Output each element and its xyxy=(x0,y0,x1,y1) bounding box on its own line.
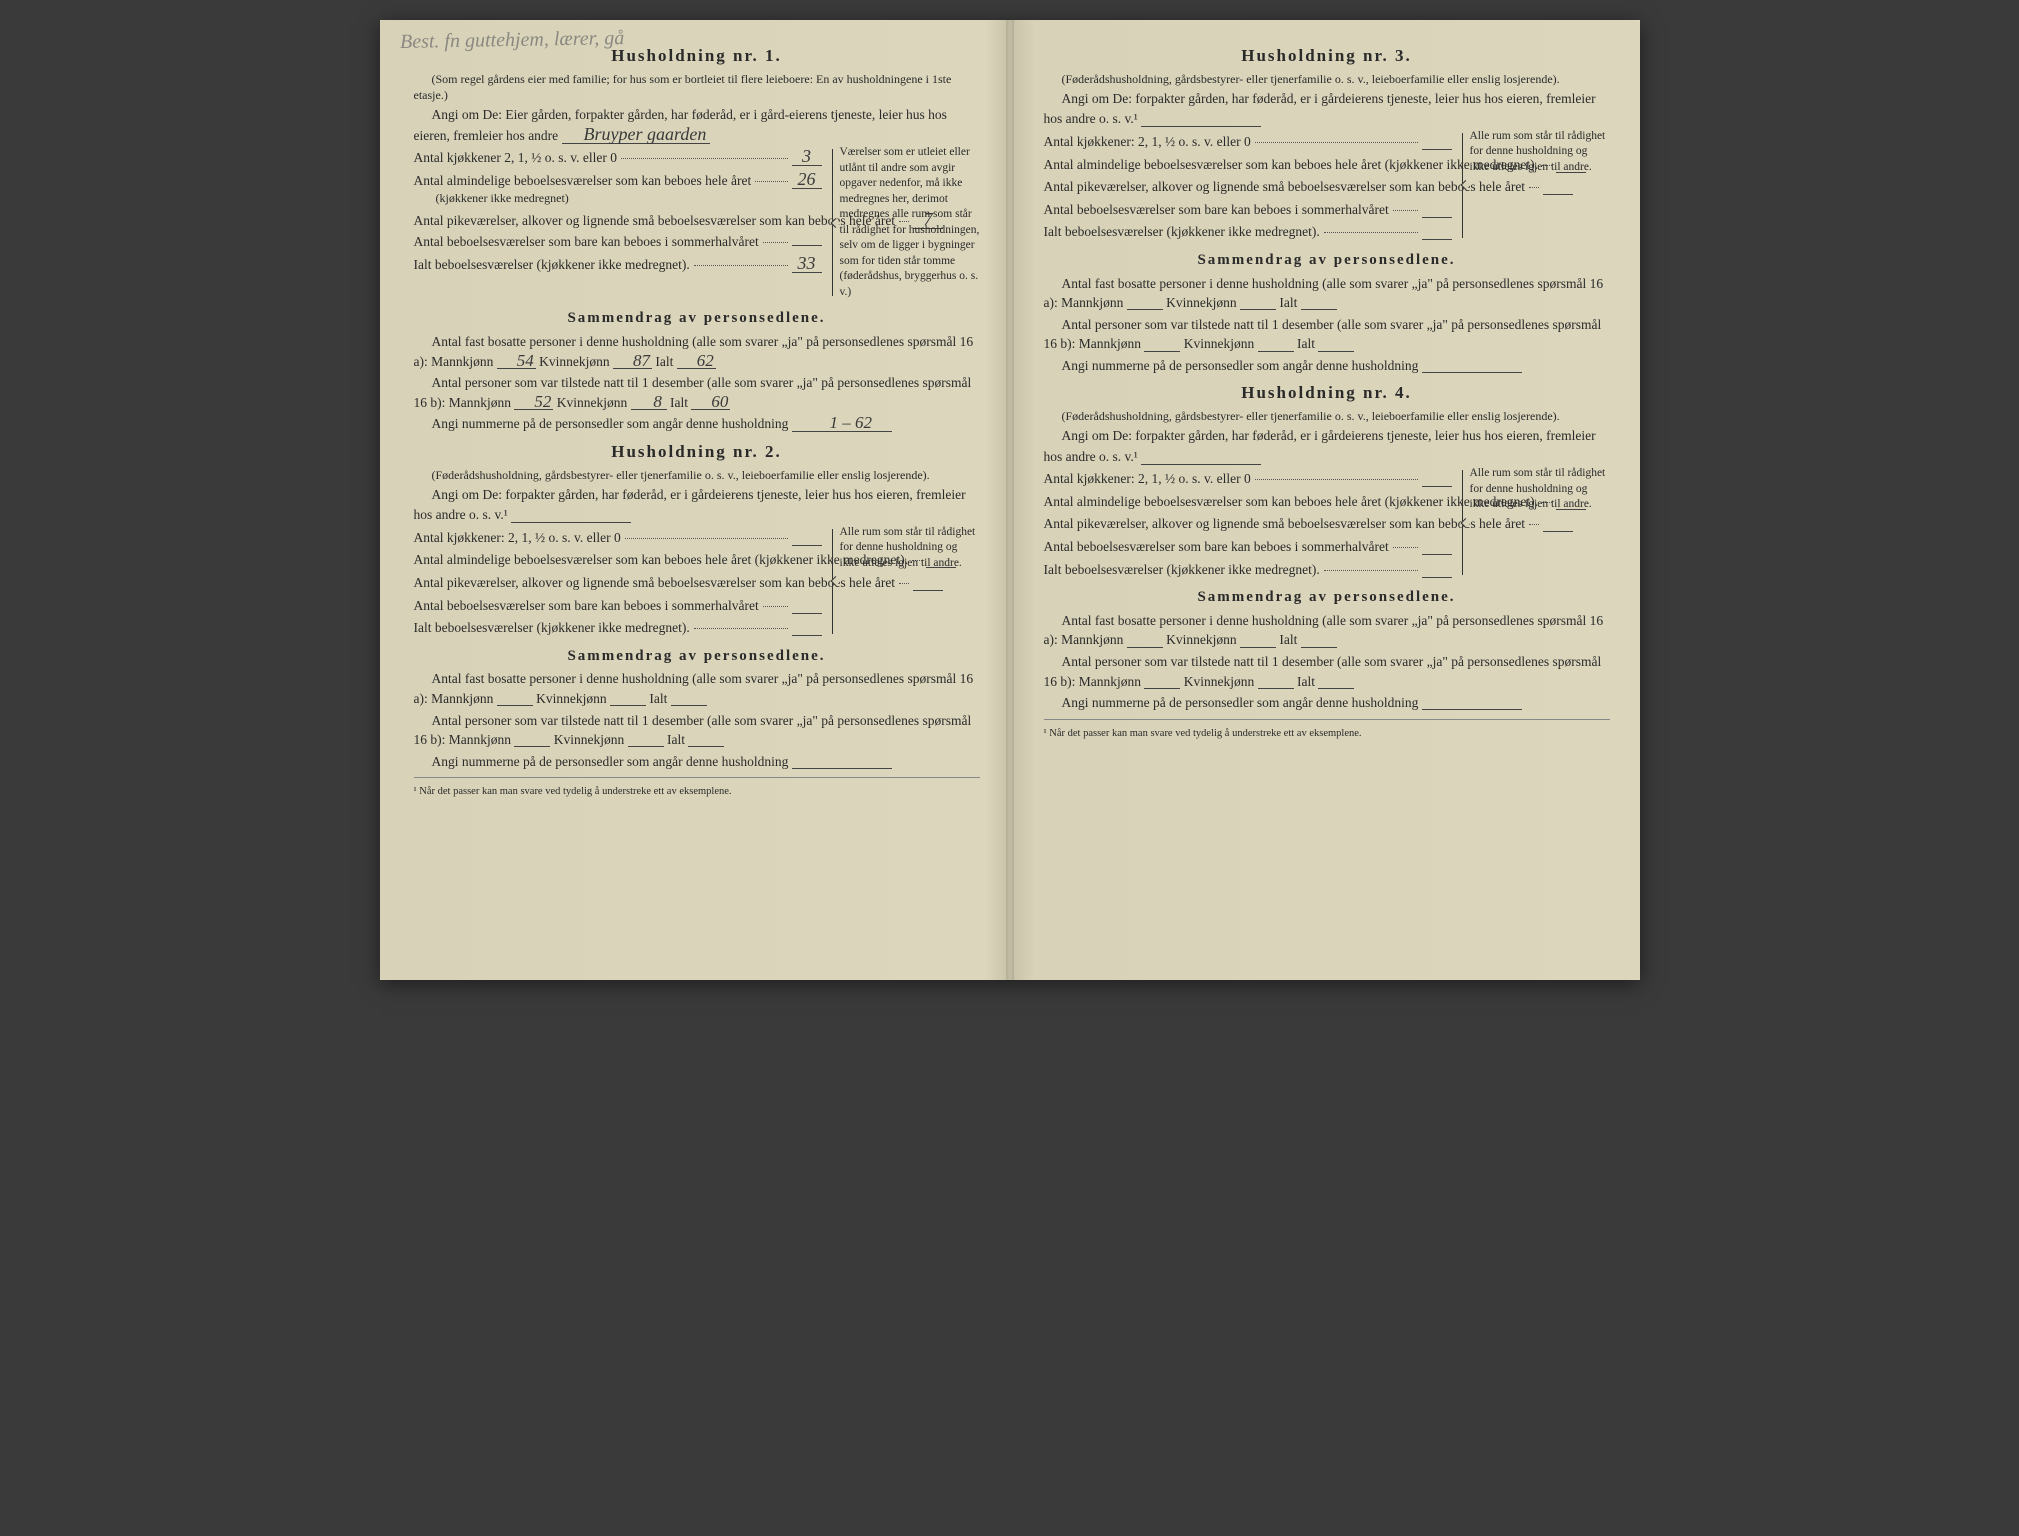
household-2: Husholdning nr. 2. (Føderådshusholdning,… xyxy=(414,440,980,800)
footnote-right: ¹ Når det passer kan man svare ved tydel… xyxy=(1044,726,1610,741)
handwritten-note: Best. fn guttehjem, lærer, gå xyxy=(399,24,624,57)
row-pike-3: Antal pikeværelser, alkover og lignende … xyxy=(1044,176,1452,197)
row-kjokkener-4: Antal kjøkkener: 2, 1, ½ o. s. v. eller … xyxy=(1044,468,1452,489)
mk-a-1: 54 xyxy=(497,353,536,369)
sommer-value-1 xyxy=(792,245,822,246)
summary-16a-3: Antal fast bosatte personer i denne hush… xyxy=(1044,274,1610,313)
household-2-angi: Angi om De: forpakter gården, har føderå… xyxy=(414,485,980,525)
row-alm-4: Antal almindelige beboelsesværelser som … xyxy=(1044,491,1452,512)
alm-value-1: 26 xyxy=(792,170,822,189)
summary-title-1: Sammendrag av personsedlene. xyxy=(414,308,980,330)
sidebar-1: Værelser som er utleiet eller utlånt til… xyxy=(830,145,980,300)
sidebar-4: Alle rum som står til rådighet for denne… xyxy=(1460,466,1610,579)
row-alm-2: Antal almindelige beboelsesværelser som … xyxy=(414,549,822,570)
ialt-b-1: 60 xyxy=(691,394,730,410)
left-page: Best. fn guttehjem, lærer, gå Husholdnin… xyxy=(380,20,1010,980)
row-pike-2: Antal pikeværelser, alkover og lignende … xyxy=(414,572,822,593)
summary-title-2: Sammendrag av personsedlene. xyxy=(414,646,980,668)
row-ialt-3: Ialt beboelsesværelser (kjøkkener ikke m… xyxy=(1044,221,1452,242)
row-sommer-1: Antal beboelsesværelser som bare kan beb… xyxy=(414,232,822,252)
household-4-title: Husholdning nr. 4. xyxy=(1044,381,1610,406)
summary-16b-3: Antal personer som var tilstede natt til… xyxy=(1044,315,1610,354)
household-4-rows: Antal kjøkkener: 2, 1, ½ o. s. v. eller … xyxy=(1044,466,1610,579)
angi-value-1: Bruyper gaarden xyxy=(562,125,711,144)
summary-16a-4: Antal fast bosatte personer i denne hush… xyxy=(1044,611,1610,650)
summary-title-4: Sammendrag av personsedlene. xyxy=(1044,587,1610,609)
household-2-subnote: (Føderådshusholdning, gårdsbestyrer- ell… xyxy=(414,467,980,483)
row-alm-1: Antal almindelige beboelsesværelser som … xyxy=(414,170,822,191)
ialt-a-1: 62 xyxy=(677,353,716,369)
household-3: Husholdning nr. 3. (Føderådshusholdning,… xyxy=(1044,44,1610,375)
summary-16b-2: Antal personer som var tilstede natt til… xyxy=(414,711,980,750)
summary-16a-1: Antal fast bosatte personer i denne hush… xyxy=(414,332,980,371)
household-3-title: Husholdning nr. 3. xyxy=(1044,44,1610,69)
row-sommer-2: Antal beboelsesværelser som bare kan beb… xyxy=(414,595,822,616)
row-ialt-2: Ialt beboelsesværelser (kjøkkener ikke m… xyxy=(414,617,822,638)
kjokkener-value-1: 3 xyxy=(792,147,822,166)
right-page: Husholdning nr. 3. (Føderådshusholdning,… xyxy=(1010,20,1640,980)
household-3-angi: Angi om De: forpakter gården, har føderå… xyxy=(1044,89,1610,129)
kv-a-1: 87 xyxy=(613,353,652,369)
summary-16b-4: Antal personer som var tilstede natt til… xyxy=(1044,652,1610,691)
sidebar-2: Alle rum som står til rådighet for denne… xyxy=(830,525,980,638)
brace-icon xyxy=(828,145,838,300)
brace-icon xyxy=(1458,129,1468,242)
row-ialt-4: Ialt beboelsesværelser (kjøkkener ikke m… xyxy=(1044,559,1452,580)
mk-b-1: 52 xyxy=(514,394,553,410)
brace-icon xyxy=(828,525,838,638)
row-sommer-4: Antal beboelsesværelser som bare kan beb… xyxy=(1044,536,1452,557)
summary-num-2: Angi nummerne på de personsedler som ang… xyxy=(414,752,980,772)
angi-value-3 xyxy=(1141,108,1261,127)
brace-icon xyxy=(1458,466,1468,579)
angi-value-2 xyxy=(511,504,631,523)
row-kjokkener-1: Antal kjøkkener 2, 1, ½ o. s. v. eller 0… xyxy=(414,147,822,168)
row-pike-1: Antal pikeværelser, alkover og lignende … xyxy=(414,210,822,231)
row-ialt-1: Ialt beboelsesværelser (kjøkkener ikke m… xyxy=(414,254,822,275)
household-2-title: Husholdning nr. 2. xyxy=(414,440,980,465)
household-1-subnote: (Som regel gårdens eier med familie; for… xyxy=(414,71,980,103)
census-document: Best. fn guttehjem, lærer, gå Husholdnin… xyxy=(380,20,1640,980)
household-1: Husholdning nr. 1. (Som regel gårdens ei… xyxy=(414,44,980,434)
footnote-left: ¹ Når det passer kan man svare ved tydel… xyxy=(414,784,980,799)
row-sommer-3: Antal beboelsesværelser som bare kan beb… xyxy=(1044,199,1452,220)
summary-num-3: Angi nummerne på de personsedler som ang… xyxy=(1044,356,1610,376)
household-4: Husholdning nr. 4. (Føderådshusholdning,… xyxy=(1044,381,1610,741)
household-2-rows: Antal kjøkkener: 2, 1, ½ o. s. v. eller … xyxy=(414,525,980,638)
summary-num-1: Angi nummerne på de personsedler som ang… xyxy=(414,414,980,434)
summary-title-3: Sammendrag av personsedlene. xyxy=(1044,250,1610,272)
sidebar-3: Alle rum som står til rådighet for denne… xyxy=(1460,129,1610,242)
divider xyxy=(414,777,980,778)
angi-value-4 xyxy=(1141,446,1261,465)
household-4-subnote: (Føderådshusholdning, gårdsbestyrer- ell… xyxy=(1044,408,1610,424)
row-alm-3: Antal almindelige beboelsesværelser som … xyxy=(1044,154,1452,175)
divider xyxy=(1044,719,1610,720)
summary-num-4: Angi nummerne på de personsedler som ang… xyxy=(1044,693,1610,713)
summary-16b-1: Antal personer som var tilstede natt til… xyxy=(414,373,980,412)
kv-b-1: 8 xyxy=(631,394,667,410)
household-1-rows: Antal kjøkkener 2, 1, ½ o. s. v. eller 0… xyxy=(414,145,980,300)
num-value-1: 1 – 62 xyxy=(792,415,892,431)
household-3-subnote: (Føderådshusholdning, gårdsbestyrer- ell… xyxy=(1044,71,1610,87)
row-kjokkener-3: Antal kjøkkener: 2, 1, ½ o. s. v. eller … xyxy=(1044,131,1452,152)
row-kjokkener-2: Antal kjøkkener: 2, 1, ½ o. s. v. eller … xyxy=(414,527,822,548)
row-pike-4: Antal pikeværelser, alkover og lignende … xyxy=(1044,513,1452,534)
ialt-value-1: 33 xyxy=(792,254,822,273)
household-4-angi: Angi om De: forpakter gården, har føderå… xyxy=(1044,426,1610,466)
household-1-angi: Angi om De: Eier gården, forpakter gårde… xyxy=(414,105,980,145)
household-3-rows: Antal kjøkkener: 2, 1, ½ o. s. v. eller … xyxy=(1044,129,1610,242)
summary-16a-2: Antal fast bosatte personer i denne hush… xyxy=(414,669,980,708)
